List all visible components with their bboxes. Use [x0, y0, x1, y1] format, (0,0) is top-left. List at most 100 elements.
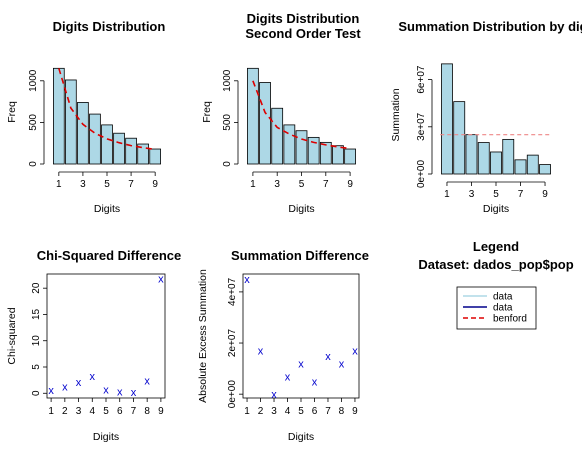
p3-x-tick-label: 1 [444, 189, 450, 200]
legend-label: data [493, 303, 513, 314]
p2-y-tick-label: 500 [222, 114, 233, 131]
p5-x-tick-label: 9 [352, 406, 358, 417]
p5-point: x [244, 274, 250, 286]
p3-bar [514, 159, 527, 175]
p5-y-tick-label: 4e+07 [227, 277, 238, 306]
p4-x-tick-label: 8 [144, 406, 150, 417]
p1-bar [149, 148, 161, 165]
p1-y-tick-label: 1000 [28, 69, 39, 92]
p2-y-axis-label: Freq [201, 101, 213, 123]
p1-x-tick-label: 9 [152, 179, 158, 190]
p1-bar [89, 113, 101, 165]
p4-y-tick-label: 5 [31, 364, 42, 370]
p3-title: Summation Distribution by dig [398, 19, 582, 34]
p1-x-tick-label: 7 [128, 179, 134, 190]
p2-bar [307, 136, 320, 165]
p4-x-tick-label: 1 [48, 406, 54, 417]
p5-point: x [325, 351, 331, 363]
legend-box [456, 286, 537, 330]
p5-title: Summation Difference [231, 248, 369, 263]
p1-y-axis-label: Freq [6, 101, 18, 123]
p1-bar [137, 143, 149, 165]
p1-bar [113, 132, 125, 165]
p3-x-tick-label: 3 [469, 189, 475, 200]
p3-bar [490, 151, 502, 175]
p1-bar [65, 79, 77, 165]
p2-x-axis-label: Digits [288, 203, 314, 215]
p2-x-tick-label: 5 [299, 179, 305, 190]
p3-x-axis-label: Digits [483, 203, 509, 215]
p2-bar [319, 141, 332, 165]
p4-y-tick-label: 10 [31, 335, 42, 347]
p2-title: Second Order Test [245, 26, 361, 41]
p4-x-tick-label: 3 [76, 406, 82, 417]
p1-y-tick-label: 0 [28, 161, 39, 167]
p3-bar [539, 164, 551, 175]
p5-point: x [271, 389, 277, 401]
p4-x-tick-label: 9 [158, 406, 164, 417]
p3-y-axis-label: Summation [390, 88, 402, 141]
p5-point: x [258, 346, 264, 358]
p1-x-tick-label: 5 [104, 179, 110, 190]
p5-point: x [352, 346, 358, 358]
p2-bar [295, 130, 308, 165]
p4-x-tick-label: 4 [89, 406, 95, 417]
p3-bar [453, 101, 466, 175]
p1-title: Digits Distribution [53, 19, 166, 34]
p3-bar [502, 138, 515, 175]
p1-benford-line [58, 68, 156, 151]
p5-x-tick-label: 4 [285, 406, 291, 417]
p1-x-tick-label: 1 [56, 179, 62, 190]
p3-bar [441, 63, 453, 175]
p4-y-axis-label: Chi-squared [6, 307, 18, 364]
p4-point: x [117, 387, 123, 399]
p4-title: Chi-Squared Difference [37, 248, 181, 263]
p4-point: x [103, 385, 109, 397]
legend: Legend Dataset: dados_pop$pop [418, 239, 574, 330]
p2-bar [259, 82, 271, 165]
p5-y-axis-label: Absolute Excess Summation [197, 269, 209, 403]
p1-x-axis-label: Digits [94, 203, 120, 215]
p4-x-tick-label: 6 [117, 406, 123, 417]
p2-bar [344, 148, 356, 165]
p5-point: x [285, 371, 291, 383]
p1-y-tick-label: 500 [28, 114, 39, 131]
p4-point: x [158, 274, 164, 286]
p5-point: x [339, 358, 345, 370]
p5-x-tick-label: 5 [298, 406, 304, 417]
p3-y-tick-label: 3e+07 [416, 112, 427, 141]
p5-y-tick-label: 2e+07 [227, 329, 238, 358]
p2-bar [283, 124, 296, 165]
p5-x-tick-label: 6 [312, 406, 318, 417]
p2-bar [271, 107, 284, 165]
legend-title: Legend [473, 239, 519, 254]
p1-x-tick-label: 3 [80, 179, 86, 190]
p4-y-tick-label: 20 [31, 282, 42, 294]
p5-x-axis-label: Digits [288, 431, 314, 443]
p3-bar [465, 134, 478, 175]
p3-y-tick-label: 0e+00 [416, 160, 427, 189]
p4-x-tick-label: 2 [62, 406, 68, 417]
legend-label: data [493, 292, 513, 303]
p5-y-tick-label: 0e+00 [227, 380, 238, 409]
p2-bar [247, 67, 259, 165]
p2-y-tick-label: 1000 [222, 69, 233, 92]
legend-subtitle: Dataset: dados_pop$pop [418, 257, 573, 272]
p1-bar [125, 137, 137, 165]
p5-point: x [298, 358, 304, 370]
p4-y-tick-label: 15 [31, 308, 42, 320]
p5-x-tick-label: 1 [244, 406, 250, 417]
p4-point: x [90, 371, 96, 383]
p4-x-tick-label: 7 [131, 406, 137, 417]
p5-plot-box [242, 273, 360, 399]
p4-x-tick-label: 5 [103, 406, 109, 417]
p5-x-tick-label: 7 [325, 406, 331, 417]
p2-x-tick-label: 7 [323, 179, 329, 190]
p2-x-tick-label: 9 [347, 179, 353, 190]
legend-label: benford [493, 314, 527, 325]
p4-point: x [48, 385, 54, 397]
p3-x-tick-label: 9 [542, 189, 548, 200]
p3-x-tick-label: 5 [493, 189, 499, 200]
p5-point: x [312, 376, 318, 388]
p4-x-axis-label: Digits [93, 431, 119, 443]
